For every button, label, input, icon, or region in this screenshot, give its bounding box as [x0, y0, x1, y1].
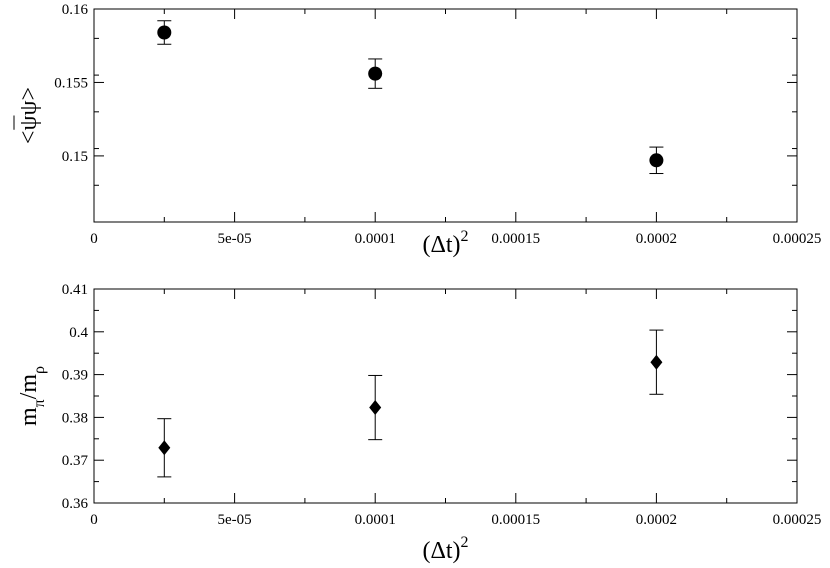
top-panel-condensate: 0 5e-05 0.0001 0.00015 0.0002 0.00025 0.15 0.15… — [13, 2, 822, 258]
y-axis-label-slash-m: /m — [16, 374, 42, 400]
y-axis-label-sub-rho: ρ — [31, 366, 48, 374]
x-tick-label: 0.00025 — [773, 512, 822, 528]
x-tick-label: 0.0001 — [355, 231, 396, 247]
x-axis-label: (Δt)2 — [422, 228, 468, 258]
x-axis-label-superscript: 2 — [461, 534, 469, 551]
data-point — [158, 440, 171, 456]
y-axis-label-sub-pi: π — [31, 399, 48, 407]
y-axis-label: mπ/mρ — [16, 366, 48, 426]
x-tick-label: 0.0002 — [636, 512, 677, 528]
data-point — [157, 25, 172, 40]
x-tick-label: 0 — [90, 512, 98, 528]
x-tick-label: 0.00025 — [773, 231, 822, 247]
x-axis-label: (Δt)2 — [422, 534, 468, 564]
x-tick-label: 0.0001 — [355, 512, 396, 528]
x-axis-label-superscript: 2 — [461, 228, 469, 245]
data-point — [369, 400, 382, 416]
y-tick-label: 0.39 — [62, 368, 88, 384]
y-axis-label: <ψψ> — [16, 87, 42, 144]
bottom-panel-mass-ratio: 0 5e-05 0.0001 0.00015 0.0002 0.00025 0.36 0.37… — [16, 282, 821, 564]
x-tick-label: 0 — [90, 231, 98, 247]
y-tick-label: 0.38 — [62, 410, 88, 426]
y-tick-label: 0.4 — [69, 325, 88, 341]
y-axis-label-m1: m — [16, 407, 42, 426]
y-tick-label: 0.155 — [54, 75, 88, 91]
y-tick-label: 0.41 — [62, 282, 88, 298]
x-tick-label: 5e-05 — [218, 231, 252, 247]
data-point — [368, 66, 383, 81]
x-tick-label: 0.0002 — [636, 231, 677, 247]
x-axis-label-base: (Δt) — [422, 538, 460, 564]
y-tick-label: 0.36 — [62, 496, 89, 512]
y-tick-label: 0.16 — [62, 2, 89, 18]
plot-frame — [93, 8, 798, 223]
data-point — [649, 153, 664, 168]
x-tick-label: 0.00015 — [491, 512, 540, 528]
x-tick-label: 5e-05 — [218, 512, 252, 528]
plot-frame — [93, 288, 798, 504]
x-tick-label: 0.00015 — [491, 231, 540, 247]
x-axis-label-base: (Δt) — [422, 232, 460, 258]
y-tick-label: 0.15 — [62, 149, 88, 165]
data-point — [650, 354, 663, 370]
y-axis-label-text: <ψψ> — [16, 87, 42, 144]
y-tick-label: 0.37 — [62, 453, 89, 469]
